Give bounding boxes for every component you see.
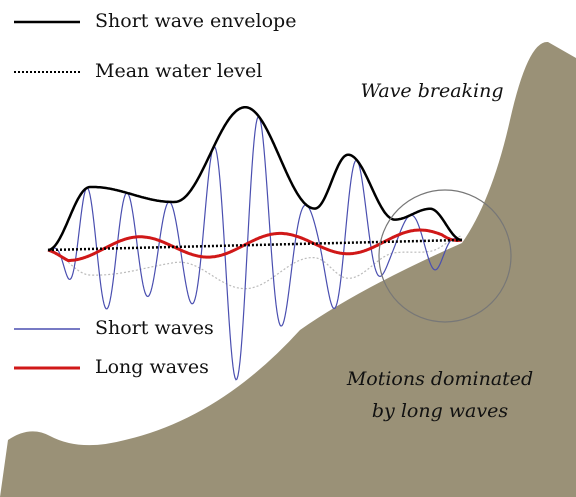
annotation: Motions dominated [346,368,533,390]
legend-label: Short waves [95,317,214,339]
annotation: by long waves [372,400,508,422]
seabed [0,42,576,497]
long-waves [48,230,462,261]
legend-label: Mean water level [95,60,262,82]
annotation: Wave breaking [360,80,503,102]
diagram: Short wave envelope Mean water level Sho… [0,0,576,497]
legend-label: Long waves [95,356,209,378]
legend-label: Short wave envelope [95,10,296,32]
